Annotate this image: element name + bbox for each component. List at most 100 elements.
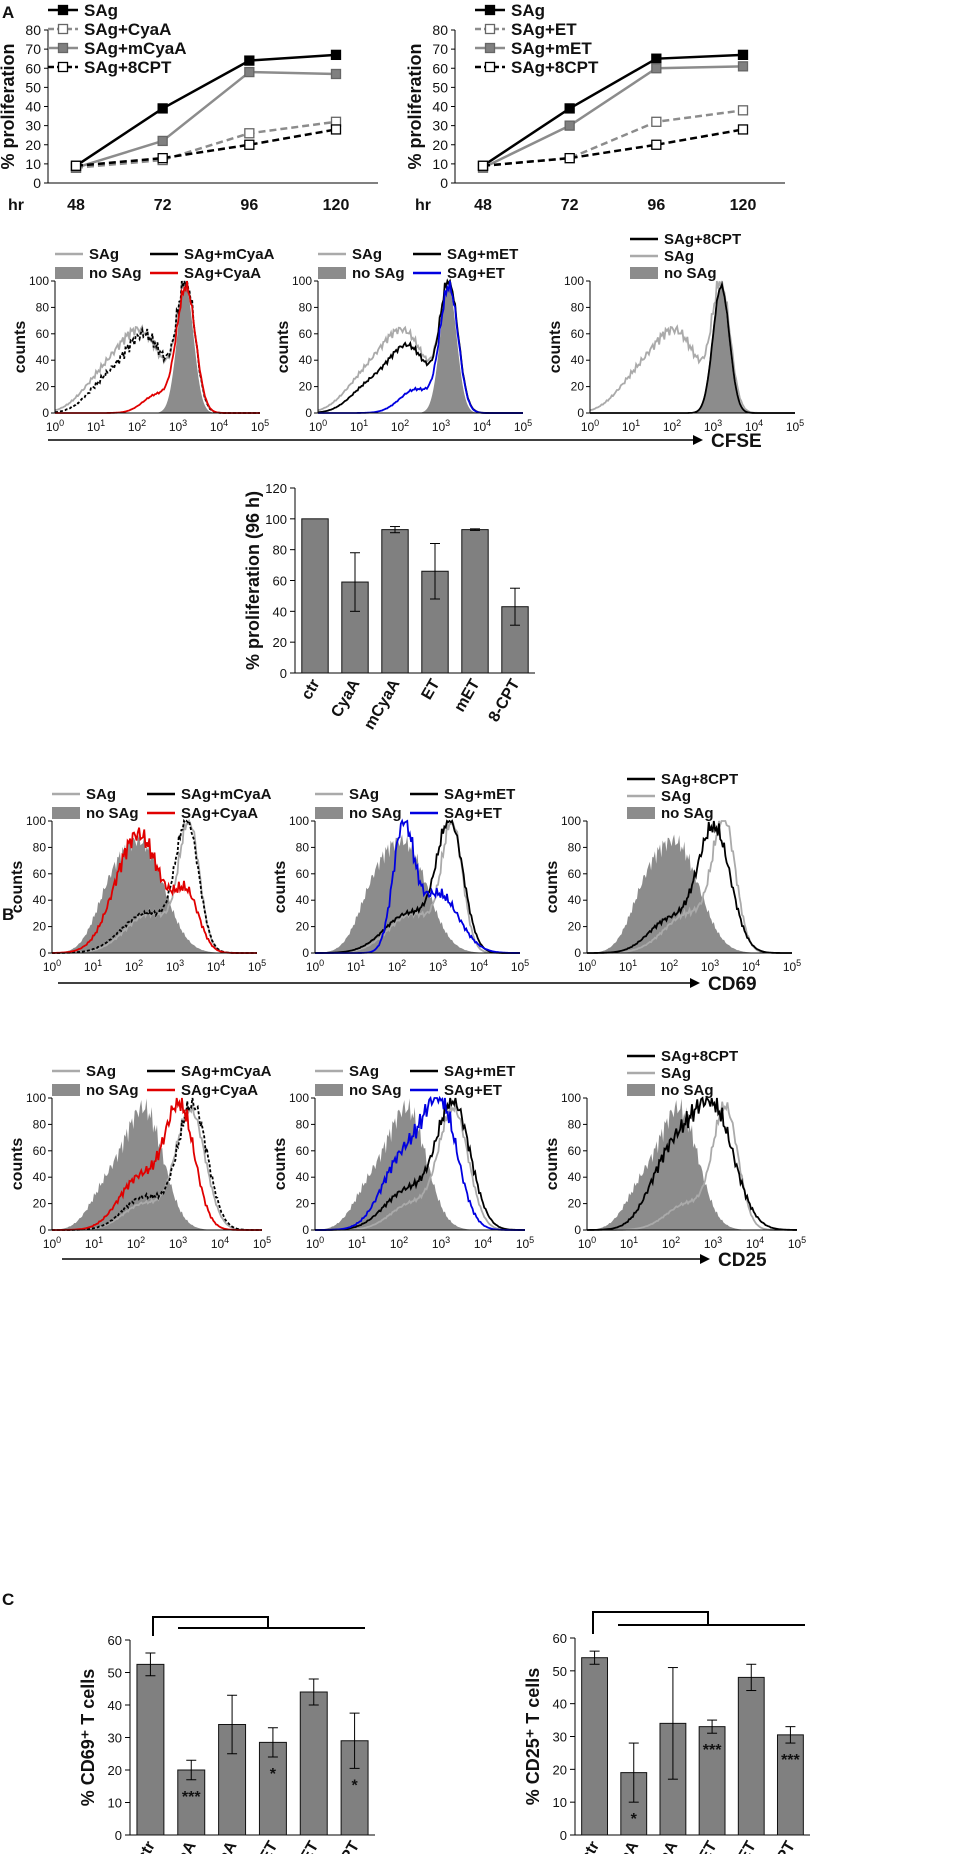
y-axis-label: % proliferation xyxy=(405,43,425,169)
y-tick-label: 80 xyxy=(571,300,585,314)
histogram-curve xyxy=(586,820,793,954)
y-tick-label: 0 xyxy=(115,1828,122,1843)
series-marker xyxy=(477,160,489,171)
bar-chart-bar-cd25: 0 10 20 30 40 50 60 % CD25⁺ T cells ctr * CyaAmCya… xyxy=(523,1611,810,1854)
x-tick-label: 105 xyxy=(783,958,801,974)
legend-label: SAg xyxy=(84,1,118,20)
histogram-fill xyxy=(52,1098,262,1230)
series-marker xyxy=(330,68,342,80)
bar-chart-bar-cd69: 0 10 20 30 40 50 60 % CD69⁺ T cells ctr *** CyaAmC… xyxy=(78,1616,375,1854)
y-tick-label: 40 xyxy=(571,353,585,367)
legend-label: SAg+CyaA xyxy=(181,805,258,822)
bar xyxy=(177,1769,206,1836)
y-tick-label: 0 xyxy=(302,946,309,960)
x-tick-exponent: 1 xyxy=(635,418,640,428)
legend-label: SAg+mCyaA xyxy=(84,39,187,58)
series-line xyxy=(75,70,337,169)
x-tick-label: 102 xyxy=(663,418,681,434)
x-tick-label: 8-CPT xyxy=(325,1838,363,1854)
y-tick-label: 60 xyxy=(33,867,47,881)
y-tick-label: 80 xyxy=(296,840,310,854)
x-tick-exponent: 2 xyxy=(403,1235,408,1245)
x-tick-label: 120 xyxy=(323,197,350,214)
series-marker xyxy=(737,61,749,72)
panel-label-c: C xyxy=(2,1590,14,1609)
x-tick-label: 104 xyxy=(473,418,491,434)
legend-label: no SAg xyxy=(86,1082,139,1099)
x-tick-exponent: 2 xyxy=(676,418,681,428)
significance-marker: *** xyxy=(703,1742,722,1759)
x-tick-exponent: 4 xyxy=(755,958,760,968)
y-tick-label: 80 xyxy=(33,840,47,854)
y-tick-label: 10 xyxy=(432,156,448,172)
series-marker xyxy=(70,160,82,171)
x-tick-exponent: 3 xyxy=(442,958,447,968)
bar xyxy=(258,1741,287,1836)
y-tick-label: 0 xyxy=(577,406,584,420)
legend-label: SAg+8CPT xyxy=(511,58,599,77)
y-tick-label: 100 xyxy=(29,274,49,288)
legend-label: no SAg xyxy=(661,805,714,822)
y-axis-label: counts xyxy=(544,1138,561,1191)
x-tick-label: 101 xyxy=(347,958,365,974)
y-tick-label: 0 xyxy=(574,1223,581,1237)
series-marker xyxy=(651,63,662,74)
legend-swatch xyxy=(630,267,658,279)
x-tick-exponent: 1 xyxy=(632,958,637,968)
series-marker xyxy=(484,42,496,54)
series-marker xyxy=(330,49,342,61)
legend-swatch xyxy=(52,807,80,819)
x-tick-label: mET xyxy=(728,1838,760,1854)
series-marker xyxy=(651,139,662,150)
x-tick-label: ET xyxy=(696,1838,721,1854)
y-tick-label: 20 xyxy=(568,920,582,934)
x-tick-label: 102 xyxy=(388,958,406,974)
significance-marker: *** xyxy=(182,1789,201,1806)
y-tick-label: 60 xyxy=(108,1633,122,1648)
histogram-fill xyxy=(315,834,520,953)
y-tick-label: 80 xyxy=(25,22,41,38)
legend-label: SAg xyxy=(89,246,119,263)
x-tick-exponent: 3 xyxy=(445,418,450,428)
x-tick-exponent: 3 xyxy=(717,1235,722,1245)
x-tick-exponent: 0 xyxy=(594,418,599,428)
x-tick-label: 104 xyxy=(474,1235,492,1251)
y-tick-label: 80 xyxy=(296,1117,310,1131)
x-tick-label: 101 xyxy=(619,958,637,974)
x-tick-label: 104 xyxy=(211,1235,229,1251)
legend-label: SAg xyxy=(511,1,545,20)
significance-marker: * xyxy=(351,1777,358,1794)
x-tick-label: 102 xyxy=(128,418,146,434)
series-line xyxy=(75,120,337,169)
legend-swatch xyxy=(627,1084,655,1096)
x-tick-exponent: 1 xyxy=(633,1235,638,1245)
x-tick-label: 103 xyxy=(169,1235,187,1251)
y-tick-label: 20 xyxy=(553,1762,567,1777)
legend-label: SAg xyxy=(349,1063,379,1080)
x-tick-label: 101 xyxy=(348,1235,366,1251)
bar xyxy=(381,529,409,674)
series-line xyxy=(75,53,337,167)
legend-swatch xyxy=(627,807,655,819)
y-tick-label: 80 xyxy=(36,300,50,314)
x-tick-exponent: 2 xyxy=(675,1235,680,1245)
legend-swatch xyxy=(52,1084,80,1096)
legend-label: SAg+mET xyxy=(511,39,592,58)
series-marker xyxy=(157,152,168,164)
bar xyxy=(620,1772,648,1836)
x-tick-exponent: 1 xyxy=(97,958,102,968)
legend-label: SAg xyxy=(349,786,379,803)
series-marker xyxy=(564,120,575,131)
x-tick-label: 96 xyxy=(240,197,258,214)
y-tick-label: 0 xyxy=(305,406,312,420)
x-tick-label: 102 xyxy=(390,1235,408,1251)
y-tick-label: 100 xyxy=(564,274,584,288)
significance-marker: * xyxy=(270,1766,277,1783)
legend-label: SAg+mET xyxy=(447,246,518,263)
x-tick-label: 101 xyxy=(622,418,640,434)
y-tick-label: 40 xyxy=(553,1697,567,1712)
x-tick-label: 100 xyxy=(581,418,599,434)
x-tick-exponent: 1 xyxy=(100,418,105,428)
